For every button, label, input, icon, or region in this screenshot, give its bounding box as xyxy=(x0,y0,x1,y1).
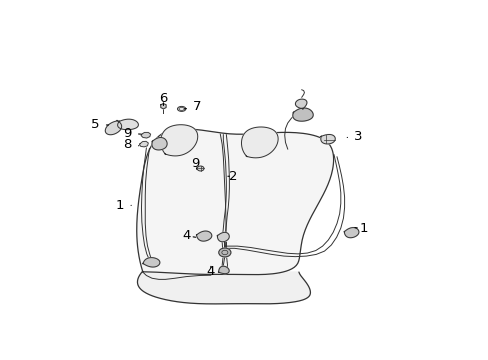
Polygon shape xyxy=(344,228,358,238)
Text: 1: 1 xyxy=(354,222,368,235)
Polygon shape xyxy=(137,271,310,304)
Polygon shape xyxy=(142,258,160,267)
Text: 2: 2 xyxy=(227,170,237,183)
Text: 8: 8 xyxy=(123,138,139,151)
Polygon shape xyxy=(141,132,150,138)
Polygon shape xyxy=(295,99,306,109)
Text: 4: 4 xyxy=(182,229,195,242)
Text: 4: 4 xyxy=(206,265,215,278)
Polygon shape xyxy=(217,232,229,242)
Polygon shape xyxy=(118,119,138,130)
Polygon shape xyxy=(241,127,278,158)
Polygon shape xyxy=(105,120,122,135)
Polygon shape xyxy=(152,138,167,150)
Polygon shape xyxy=(320,135,335,144)
Circle shape xyxy=(218,248,230,257)
Text: 6: 6 xyxy=(159,92,167,105)
Ellipse shape xyxy=(177,107,185,111)
Polygon shape xyxy=(218,266,229,274)
Polygon shape xyxy=(161,104,166,109)
Text: 7: 7 xyxy=(184,100,202,113)
Polygon shape xyxy=(161,125,197,156)
Text: 1: 1 xyxy=(115,199,131,212)
Text: 9: 9 xyxy=(123,127,141,140)
Text: 3: 3 xyxy=(346,130,362,143)
Text: 5: 5 xyxy=(91,118,108,131)
Polygon shape xyxy=(292,108,313,121)
Polygon shape xyxy=(196,231,211,241)
Ellipse shape xyxy=(197,166,203,171)
Polygon shape xyxy=(139,141,148,147)
Polygon shape xyxy=(137,129,333,275)
Text: 9: 9 xyxy=(191,157,200,170)
